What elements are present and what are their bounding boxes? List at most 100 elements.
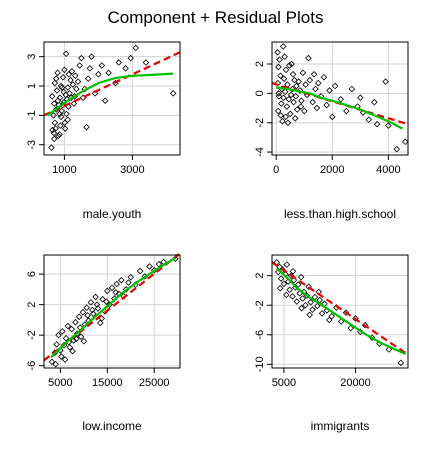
data-point <box>299 295 306 302</box>
data-point <box>55 331 62 339</box>
data-point <box>289 267 297 275</box>
data-point <box>318 310 326 317</box>
y-tick-label: -1 <box>26 110 38 120</box>
data-point <box>348 85 356 93</box>
data-point <box>323 101 330 109</box>
component-line <box>43 51 181 117</box>
data-point <box>73 335 80 343</box>
data-point <box>302 81 309 88</box>
data-point <box>84 75 92 82</box>
data-point <box>274 49 281 56</box>
data-point <box>292 115 299 122</box>
data-point <box>50 135 58 143</box>
data-point <box>275 93 283 100</box>
plot-frame <box>271 254 409 369</box>
data-point <box>275 63 282 71</box>
data-point <box>281 88 289 96</box>
y-tick-label: -6 <box>26 361 38 371</box>
data-point <box>78 54 85 62</box>
data-point <box>279 117 286 125</box>
data-point <box>282 66 290 74</box>
y-tick-label: 2 <box>26 302 38 308</box>
data-point <box>93 301 101 308</box>
data-point <box>103 298 110 305</box>
data-point <box>286 62 293 69</box>
data-point <box>146 263 153 270</box>
data-point <box>401 138 409 146</box>
data-point <box>293 82 300 90</box>
data-point <box>357 94 364 102</box>
y-tick-label: 2 <box>254 61 266 67</box>
data-point <box>84 312 91 319</box>
data-point <box>287 91 295 99</box>
data-point <box>310 71 318 78</box>
data-point <box>72 318 79 326</box>
data-point <box>127 273 135 281</box>
data-points <box>48 255 179 368</box>
data-point <box>393 145 401 153</box>
data-point <box>290 98 297 106</box>
data-point <box>51 119 59 126</box>
data-point <box>347 324 355 332</box>
data-point <box>312 85 319 93</box>
data-point <box>385 346 393 353</box>
data-point <box>65 71 73 78</box>
x-tick-label: 20000 <box>340 377 371 389</box>
data-point <box>294 281 302 288</box>
data-point <box>59 73 67 81</box>
data-point <box>127 54 134 62</box>
data-point <box>283 103 291 110</box>
data-point <box>286 110 294 118</box>
figure-title: Component + Residual Plots <box>108 8 324 27</box>
data-point <box>325 316 333 324</box>
data-point <box>298 304 305 312</box>
data-point <box>62 334 70 342</box>
data-point <box>50 112 57 119</box>
data-point <box>61 125 69 132</box>
data-point <box>306 311 313 319</box>
y-tick-label: 3 <box>26 54 38 60</box>
x-tick-label: 5000 <box>48 377 72 389</box>
data-point <box>169 90 177 97</box>
y-tick-label: -10 <box>254 356 266 372</box>
data-point <box>287 272 295 279</box>
plot-frame <box>271 41 409 156</box>
data-point <box>76 62 83 69</box>
data-point <box>285 95 293 103</box>
y-tick-label: -2 <box>254 300 266 310</box>
data-point <box>64 84 72 91</box>
data-point <box>309 306 316 313</box>
data-point <box>118 276 125 284</box>
data-point <box>276 56 283 63</box>
panel-immigrants: 5000 20000 -10 -6 -2 2 immigrants <box>254 254 409 433</box>
x-axis-label: less.than.high.school <box>284 207 396 221</box>
data-point <box>83 304 90 311</box>
gridlines <box>272 42 408 155</box>
data-point <box>51 79 59 87</box>
smooth-line <box>46 72 174 117</box>
data-point <box>373 120 381 128</box>
data-point <box>75 313 83 321</box>
data-point <box>86 65 94 72</box>
data-point <box>67 76 74 84</box>
data-point <box>50 100 58 107</box>
data-point <box>77 333 85 340</box>
data-point <box>385 122 392 129</box>
data-point <box>54 69 61 77</box>
x-tick-label: 15000 <box>92 377 123 389</box>
data-point <box>371 98 378 106</box>
data-point <box>79 308 87 316</box>
data-point <box>52 125 59 132</box>
data-point <box>279 43 287 50</box>
data-point <box>80 338 88 345</box>
y-tick-label: -6 <box>254 330 266 340</box>
data-point <box>276 284 284 292</box>
data-point <box>277 112 284 119</box>
data-point <box>282 113 290 121</box>
x-axis-label: low.income <box>82 419 142 433</box>
data-point <box>291 76 298 84</box>
gridlines <box>44 42 180 155</box>
data-point <box>68 68 76 75</box>
data-points <box>48 44 177 151</box>
